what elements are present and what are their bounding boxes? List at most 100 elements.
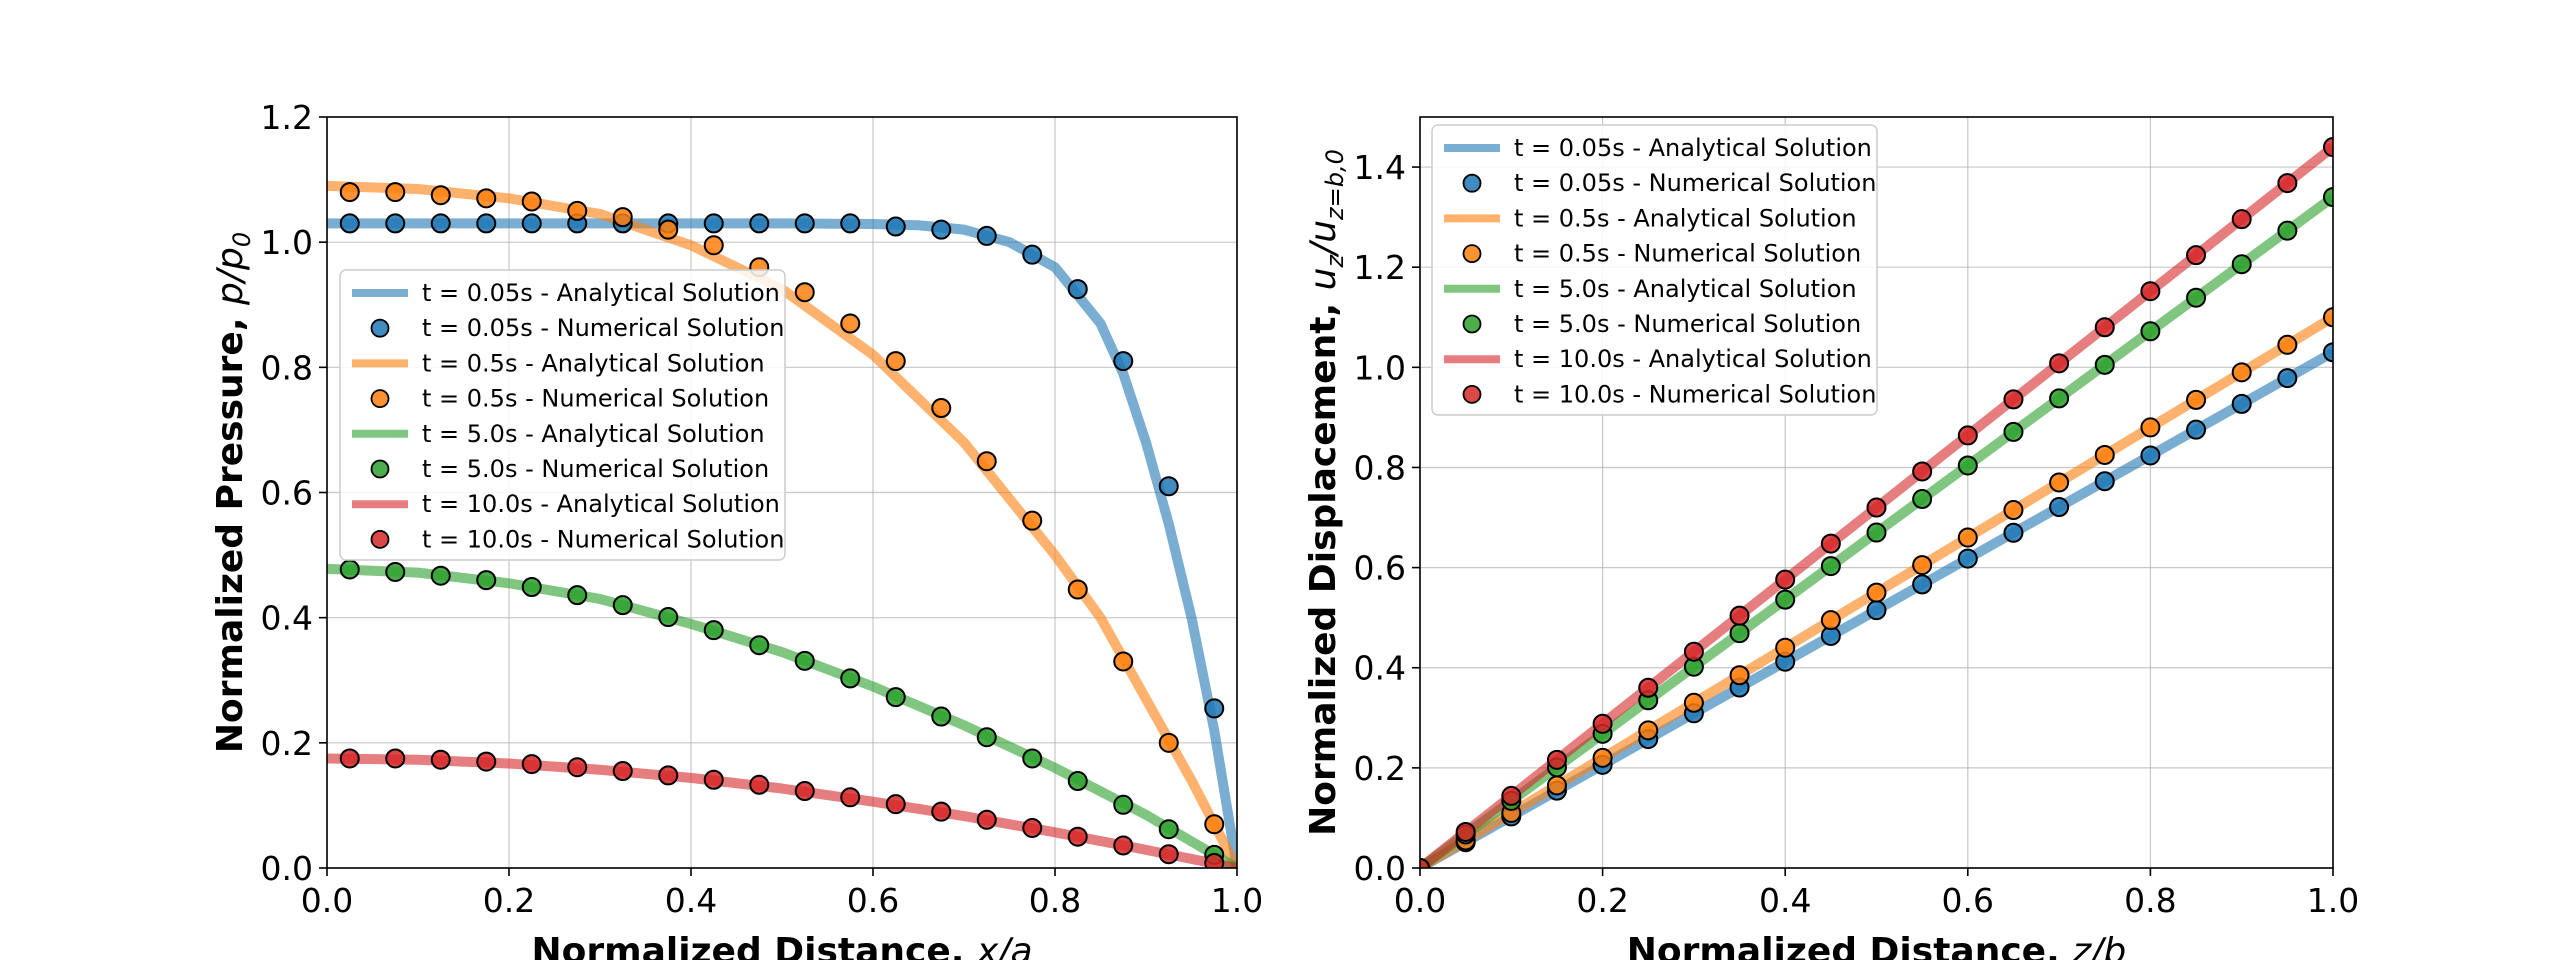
data-point — [2003, 500, 2024, 521]
x-tick-label: 0.6 — [847, 881, 899, 920]
data-point — [2094, 471, 2115, 492]
data-point — [1866, 497, 1887, 518]
data-point — [794, 781, 815, 802]
data-point — [1158, 819, 1179, 840]
legend-entry-analytical: t = 10.0s - Analytical Solution — [1514, 345, 1872, 373]
data-point — [612, 207, 633, 228]
data-point — [931, 398, 952, 419]
data-point — [976, 225, 997, 246]
data-point — [1067, 279, 1088, 300]
data-point — [567, 757, 588, 778]
y-tick-label: 0.0 — [1354, 849, 1406, 888]
data-point — [2323, 342, 2333, 363]
data-point — [339, 559, 360, 580]
data-point — [1546, 749, 1567, 770]
x-axis-label: Normalized Distance, z/b — [1627, 931, 2126, 960]
displacement-chart-panel: 0.0 0.2 0.4 0.6 0.8 1.0 0.0 0.2 0.4 0.6 0.8 1.0 1.2 1… — [1303, 116, 2359, 960]
data-point — [2323, 137, 2333, 158]
data-point — [931, 801, 952, 822]
data-point — [1067, 771, 1088, 792]
legend-entry-analytical: t = 0.5s - Analytical Solution — [422, 349, 765, 377]
data-point — [2186, 419, 2207, 440]
data-point — [2003, 389, 2024, 410]
data-point — [1957, 527, 1978, 548]
data-point — [2003, 421, 2024, 442]
legend-marker-swatch — [1462, 384, 1482, 404]
data-point — [476, 188, 497, 209]
data-point — [2003, 522, 2024, 543]
data-point — [1820, 556, 1841, 577]
y-axis-label: Normalized Pressure, p/p0 — [210, 232, 256, 753]
data-point — [385, 561, 406, 582]
data-point — [1592, 713, 1613, 734]
data-point — [1912, 489, 1933, 510]
data-point — [703, 213, 724, 234]
legend-entry-analytical: t = 5.0s - Analytical Solution — [1514, 275, 1857, 303]
data-point — [2140, 417, 2161, 438]
data-point — [1729, 623, 1750, 644]
numerical-points-1 — [1420, 307, 2333, 868]
data-point — [1912, 461, 1933, 482]
data-point — [567, 585, 588, 606]
data-point — [2186, 245, 2207, 266]
data-point — [1158, 844, 1179, 865]
x-tick-label: 0.4 — [1759, 881, 1811, 920]
data-point — [840, 313, 861, 334]
data-point — [1683, 692, 1704, 713]
legend: t = 0.05s - Analytical Solution t = 0.05s… — [339, 269, 786, 561]
y-tick-label: 0.4 — [261, 599, 313, 638]
legend-entry-numerical: t = 10.0s - Numerical Solution — [1514, 380, 1876, 408]
data-point — [1820, 610, 1841, 631]
legend-entry-analytical: t = 0.5s - Analytical Solution — [1514, 204, 1857, 232]
data-point — [885, 794, 906, 815]
data-point — [2277, 220, 2298, 241]
data-point — [2140, 281, 2161, 302]
data-point — [2231, 393, 2252, 414]
data-point — [1022, 817, 1043, 838]
plot-area — [1420, 137, 2333, 868]
data-point — [1866, 522, 1887, 543]
x-tick-label: 1.0 — [1211, 881, 1263, 920]
data-point — [430, 213, 451, 234]
data-point — [1592, 747, 1613, 768]
numerical-points-2 — [339, 559, 1225, 865]
y-tick-label: 1.0 — [261, 223, 313, 262]
data-point — [385, 213, 406, 234]
data-point — [794, 282, 815, 303]
data-point — [2277, 173, 2298, 194]
data-point — [1501, 785, 1522, 806]
data-point — [430, 565, 451, 586]
legend-entry-numerical: t = 0.5s - Numerical Solution — [1514, 240, 1861, 268]
data-point — [1067, 579, 1088, 600]
data-point — [1775, 637, 1796, 658]
data-point — [1820, 533, 1841, 554]
legend-box — [1431, 124, 1878, 416]
data-point — [703, 620, 724, 641]
data-point — [430, 185, 451, 206]
analytical-line-3 — [327, 753, 1237, 868]
data-point — [521, 213, 542, 234]
y-tick-label: 1.2 — [1354, 248, 1406, 287]
data-point — [1420, 858, 1430, 868]
data-point — [2049, 388, 2070, 409]
data-point — [1775, 569, 1796, 590]
x-tick-label: 0.6 — [1942, 881, 1994, 920]
x-tick-label: 0.0 — [301, 881, 353, 920]
data-point — [521, 577, 542, 598]
numerical-points-0 — [339, 213, 1225, 719]
data-point — [1067, 826, 1088, 847]
analytical-line-1 — [327, 180, 1237, 868]
y-axis-label: Normalized Displacement, uz/uz=b,0 — [1303, 149, 1349, 836]
data-point — [521, 191, 542, 212]
numerical-points-3 — [339, 748, 1225, 868]
legend-entry-numerical: t = 0.05s - Numerical Solution — [422, 314, 784, 342]
y-tick-label: 0.4 — [1354, 649, 1406, 688]
data-point — [658, 219, 679, 240]
legend-entry-analytical: t = 0.05s - Analytical Solution — [1514, 134, 1872, 162]
y-tick-label: 0.6 — [261, 474, 313, 513]
data-point — [1204, 814, 1225, 835]
plot-area — [327, 180, 1237, 868]
data-point — [931, 706, 952, 727]
data-point — [976, 451, 997, 472]
